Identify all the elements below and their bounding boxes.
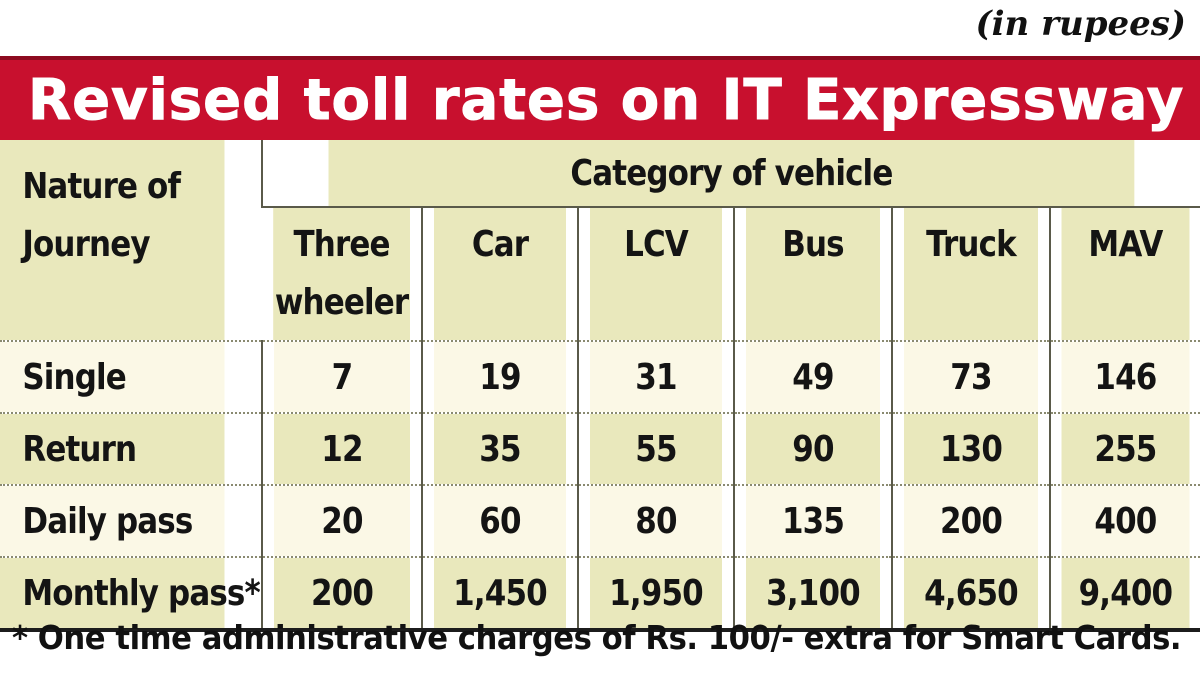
vehicle-header-line2: wheeler bbox=[274, 282, 409, 323]
table-cell: 130 bbox=[902, 412, 1039, 485]
title-bar: Revised toll rates on IT Expressway bbox=[0, 56, 1200, 140]
table-row-daily-pass: Daily pass 20 60 80 135 200 400 bbox=[0, 484, 1200, 557]
table-cell: 31 bbox=[588, 340, 724, 413]
table-cell: 19 bbox=[432, 340, 568, 413]
table-cell: 200 bbox=[272, 556, 411, 632]
table-cell: 146 bbox=[1059, 340, 1190, 413]
table-cell: 90 bbox=[744, 412, 881, 485]
row-label: Single bbox=[0, 340, 226, 413]
toll-rates-table: Nature of Journey Category of vehicle Th… bbox=[0, 140, 1200, 632]
table-cell: 80 bbox=[588, 484, 724, 557]
table-cell: 1,950 bbox=[588, 556, 724, 632]
vehicle-header-car: Car bbox=[432, 207, 568, 341]
table-cell: 135 bbox=[744, 484, 881, 557]
vehicle-header-lcv: LCV bbox=[588, 207, 724, 341]
nature-header-line1: Nature of bbox=[22, 166, 181, 207]
vehicle-header-label: LCV bbox=[624, 224, 689, 265]
table-cell: 49 bbox=[744, 340, 881, 413]
row-label: Return bbox=[0, 412, 226, 485]
table-cell: 35 bbox=[432, 412, 568, 485]
header-row-vehicles: Three wheeler Car LCV Bus Truck MAV bbox=[0, 207, 1200, 341]
vehicle-header-truck: Truck bbox=[902, 207, 1039, 341]
header-row-top: Nature of Journey Category of vehicle bbox=[0, 140, 1200, 341]
table-cell: 7 bbox=[272, 340, 411, 413]
category-of-vehicle-header: Category of vehicle bbox=[326, 140, 1135, 208]
table-cell: 200 bbox=[902, 484, 1039, 557]
table-cell: 12 bbox=[272, 412, 411, 485]
table-row-return: Return 12 35 55 90 130 255 bbox=[0, 412, 1200, 485]
table-title: Revised toll rates on IT Expressway bbox=[27, 67, 1185, 133]
vehicle-header-mav: MAV bbox=[1059, 207, 1190, 341]
table-cell: 255 bbox=[1059, 412, 1190, 485]
table-cell: 3,100 bbox=[744, 556, 881, 632]
footnote: * One time administrative charges of Rs.… bbox=[12, 618, 1182, 657]
table-cell: 1,450 bbox=[432, 556, 568, 632]
vehicle-header-three-wheeler: Three wheeler bbox=[273, 207, 411, 341]
vehicle-header-label: MAV bbox=[1088, 224, 1163, 265]
table-cell: 55 bbox=[588, 412, 724, 485]
table-cell: 73 bbox=[902, 340, 1039, 413]
table-row-monthly-pass: Monthly pass* 200 1,450 1,950 3,100 4,65… bbox=[0, 556, 1200, 632]
vehicle-header-label: Car bbox=[471, 224, 529, 265]
vehicle-header-label: Truck bbox=[926, 224, 1017, 265]
table-cell: 9,400 bbox=[1059, 556, 1190, 632]
unit-note: (in rupees) bbox=[975, 4, 1186, 44]
vehicle-header-bus: Bus bbox=[744, 207, 881, 341]
vehicle-header-line1: Three bbox=[293, 224, 391, 265]
table-cell: 60 bbox=[432, 484, 568, 557]
nature-of-journey-header: Nature of Journey bbox=[0, 140, 226, 341]
nature-header-line2: Journey bbox=[22, 224, 150, 265]
row-label: Monthly pass* bbox=[0, 556, 261, 632]
table-cell: 20 bbox=[272, 484, 411, 557]
table-cell: 400 bbox=[1059, 484, 1190, 557]
table-cell: 4,650 bbox=[902, 556, 1039, 632]
row-label: Daily pass bbox=[0, 484, 226, 557]
table-row-single: Single 7 19 31 49 73 146 bbox=[0, 340, 1200, 413]
vehicle-header-label: Bus bbox=[782, 224, 844, 265]
